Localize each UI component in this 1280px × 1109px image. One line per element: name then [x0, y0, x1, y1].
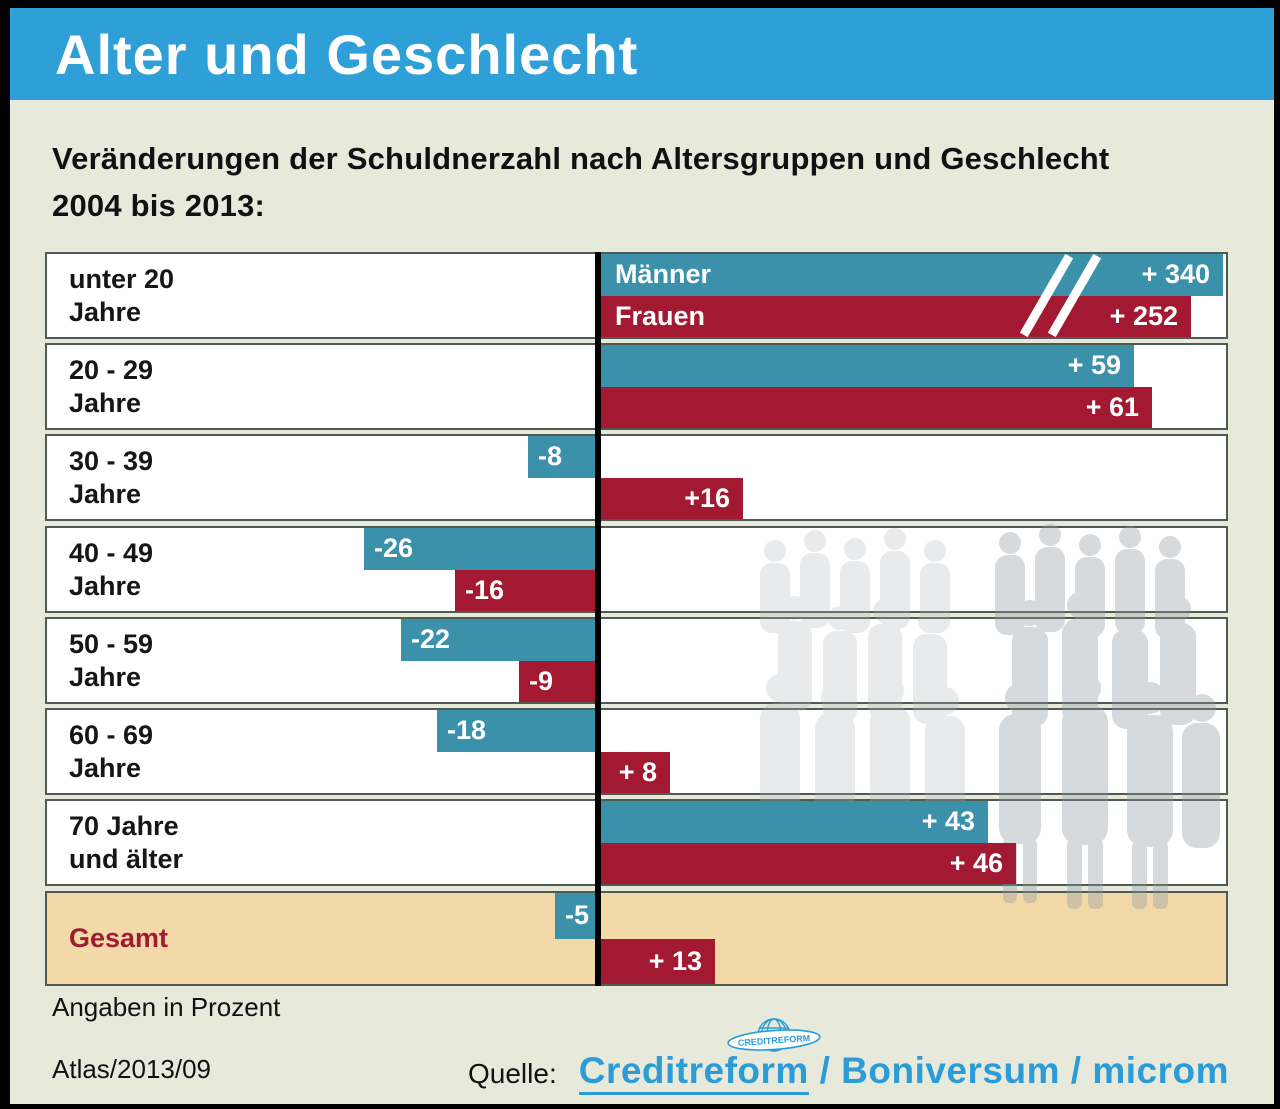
bar-women: -9 — [519, 660, 601, 702]
legend-label-frauen: Frauen — [615, 300, 706, 331]
infographic-frame: Alter und Geschlecht Veränderungen der S… — [10, 8, 1274, 1104]
age-group-row: 40 - 49 Jahre -26 -16 — [45, 526, 1228, 613]
bar-men: -8 — [528, 436, 601, 478]
category-label: 40 - 49 Jahre — [69, 538, 154, 601]
source-brands: Creditreform / Boniversum / microm — [578, 1050, 1229, 1095]
bar-value: -9 — [529, 665, 554, 696]
category-label: 60 - 69 Jahre — [69, 720, 154, 783]
bar-value: -22 — [411, 624, 451, 655]
category-label: 20 - 29 Jahre — [69, 355, 154, 418]
age-group-row: 30 - 39 Jahre -8 +16 — [45, 434, 1228, 521]
bar-value: + 61 — [1085, 391, 1139, 422]
bar-men: -18 — [437, 710, 601, 752]
bar-men: + 43 — [597, 801, 988, 843]
bar-men: -5 — [555, 893, 601, 939]
subtitle-line1: Veränderungen der Schuldnerzahl nach Alt… — [52, 141, 1110, 176]
bar-chart: unter 20 Jahre Männer + 340 Frauen + 252 20 - … — [10, 8, 1274, 1104]
bar-women: + 61 — [597, 386, 1152, 428]
bar-value: + 59 — [1067, 350, 1121, 381]
bar-value: + 43 — [921, 806, 975, 837]
bar-women: Frauen + 252 — [597, 295, 1191, 337]
bar-value: + 252 — [1109, 300, 1178, 331]
subtitle-line2: 2004 bis 2013: — [52, 187, 266, 223]
chart-rows: unter 20 Jahre Männer + 340 Frauen + 252 20 - … — [45, 252, 1228, 986]
bar-men: -26 — [364, 528, 601, 570]
bar-women: + 13 — [597, 938, 715, 984]
chart-subtitle: Veränderungen der Schuldnerzahl nach Alt… — [52, 136, 1109, 229]
edition-label: Atlas/2013/09 — [52, 1054, 212, 1084]
source-label: Quelle: — [468, 1058, 557, 1089]
boniversum-microm-wordmark: / Boniversum / microm — [808, 1050, 1229, 1091]
category-label: 70 Jahre und älter — [69, 811, 184, 874]
bar-women: + 46 — [597, 842, 1016, 884]
page-title: Alter und Geschlecht — [55, 22, 639, 86]
bar-value: + 46 — [949, 847, 1003, 878]
category-label: 30 - 39 Jahre — [69, 446, 154, 509]
creditreform-globe-logo: CREDITREFORM — [727, 1018, 821, 1052]
bar-value: -8 — [538, 441, 563, 472]
bar-value: -26 — [374, 533, 414, 564]
bar-value: -16 — [465, 574, 505, 605]
legend-label-maenner: Männer — [615, 259, 712, 290]
zero-axis-line — [595, 252, 601, 986]
age-group-row: unter 20 Jahre Männer + 340 Frauen + 252 — [45, 252, 1228, 339]
bar-value: -5 — [565, 900, 590, 931]
category-label: unter 20 Jahre — [69, 264, 175, 327]
bar-value: + 13 — [648, 945, 702, 976]
source-line: Quelle: Creditreform / Boniversum / micr… — [468, 1050, 1229, 1095]
unit-note: Angaben in Prozent — [52, 992, 281, 1022]
bar-women: -16 — [455, 569, 601, 611]
header-band: Alter und Geschlecht — [10, 8, 1274, 100]
age-group-row: 60 - 69 Jahre -18 + 8 — [45, 708, 1228, 795]
bar-men: -22 — [401, 619, 601, 661]
row-gesamt: Gesamt -5 + 13 — [45, 891, 1228, 986]
bar-men: + 59 — [597, 345, 1134, 387]
age-group-row: 20 - 29 Jahre + 59 + 61 — [45, 343, 1228, 430]
bar-men: Männer + 340 — [597, 254, 1223, 296]
bar-value: + 340 — [1141, 259, 1210, 290]
category-label: Gesamt — [69, 923, 169, 954]
creditreform-wordmark: Creditreform — [578, 1050, 809, 1095]
bar-value: + 8 — [618, 756, 657, 787]
bar-value: +16 — [684, 482, 730, 513]
age-group-row: 70 Jahre und älter + 43 + 46 — [45, 799, 1228, 886]
bar-value: -18 — [447, 715, 487, 746]
category-label: 50 - 59 Jahre — [69, 629, 154, 692]
bar-women: + 8 — [597, 751, 670, 793]
age-group-row: 50 - 59 Jahre -22 -9 — [45, 617, 1228, 704]
bar-women: +16 — [597, 477, 743, 519]
